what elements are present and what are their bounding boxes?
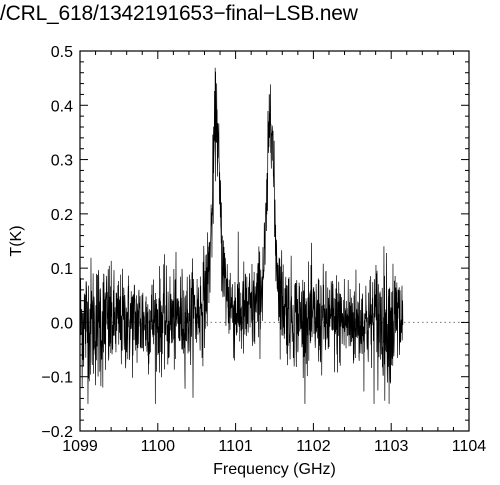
plot-frame <box>79 50 470 432</box>
x-tick-label: 1099 <box>62 438 98 455</box>
y-tick-label: −0.2 <box>41 424 73 441</box>
y-tick-label: 0.0 <box>51 315 73 332</box>
spectrum-series-line <box>79 67 404 404</box>
y-tick-label: 0.1 <box>51 261 73 278</box>
y-tick-label: 0.4 <box>51 98 73 115</box>
y-tick-label: −0.1 <box>41 370 73 387</box>
y-tick-label: 0.2 <box>51 207 73 224</box>
y-axis-label: T(K) <box>8 225 25 256</box>
y-tick-label: 0.5 <box>51 44 73 61</box>
x-tick-label: 1101 <box>218 438 253 455</box>
x-axis-ticks: 1099 1100 1101 1102 1103 1104 <box>62 51 486 455</box>
x-tick-label: 1102 <box>296 438 331 455</box>
y-axis-ticks: −0.2 −0.1 0.0 0.1 0.2 0.3 0.4 0.5 <box>41 44 469 441</box>
x-axis-label: Frequency (GHz) <box>213 461 336 478</box>
x-tick-label: 1103 <box>374 438 409 455</box>
x-tick-label: 1104 <box>452 438 487 455</box>
chart-title: /CRL_618/1342191653−final−LSB.new <box>0 2 358 25</box>
y-tick-label: 0.3 <box>51 153 73 170</box>
x-tick-label: 1100 <box>141 438 176 455</box>
